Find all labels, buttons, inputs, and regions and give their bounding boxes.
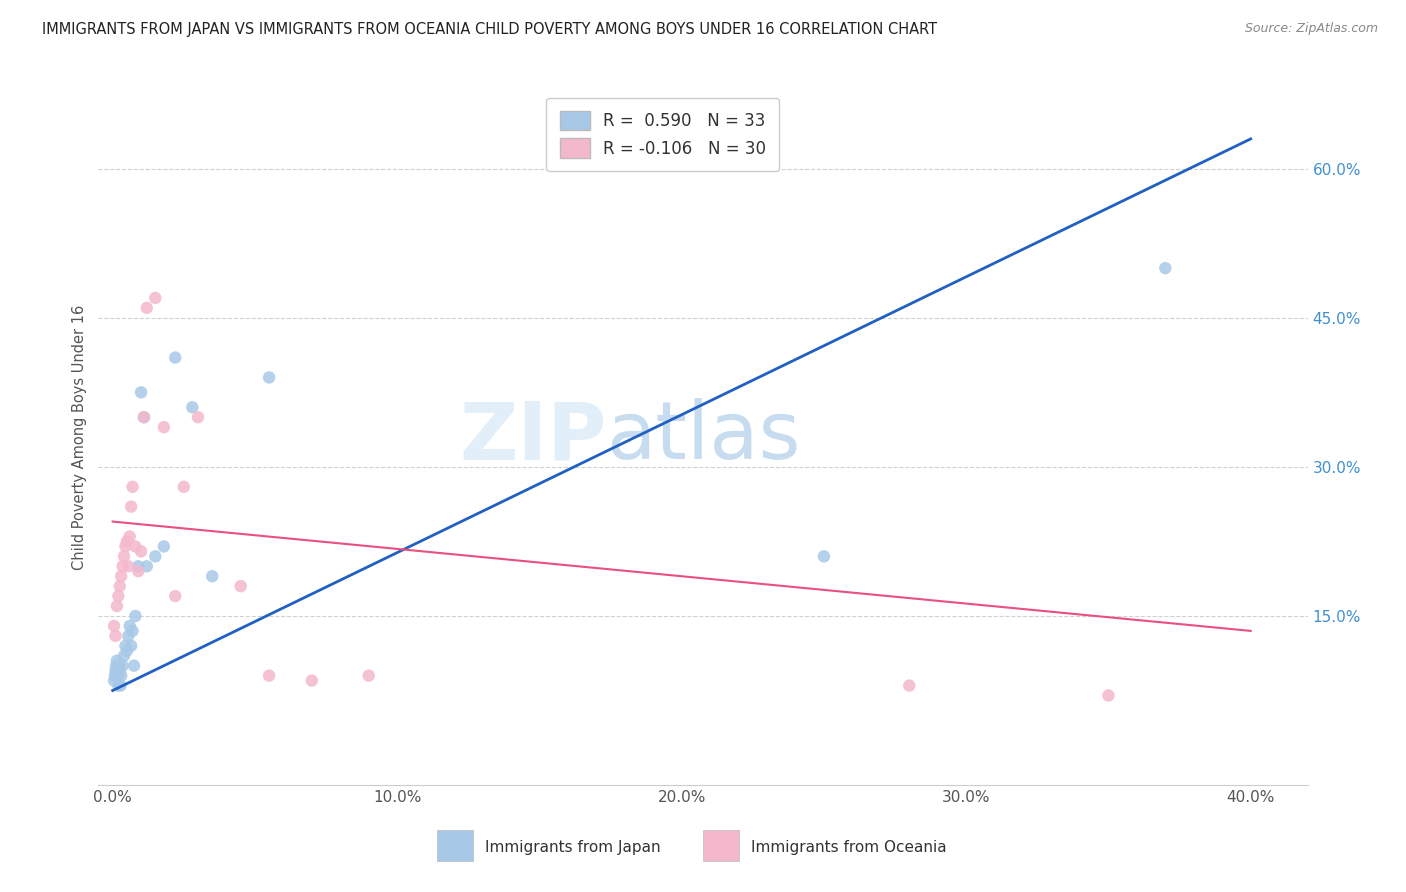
Text: Immigrants from Oceania: Immigrants from Oceania <box>751 840 948 855</box>
Bar <box>437 830 474 862</box>
Point <box>165 589 187 603</box>
Point <box>143 549 166 564</box>
Text: ZIP: ZIP <box>458 398 606 476</box>
Point <box>135 559 157 574</box>
Point <box>143 291 166 305</box>
Text: IMMIGRANTS FROM JAPAN VS IMMIGRANTS FROM OCEANIA CHILD POVERTY AMONG BOYS UNDER : IMMIGRANTS FROM JAPAN VS IMMIGRANTS FROM… <box>42 22 938 37</box>
Point <box>107 679 129 693</box>
Point <box>120 500 142 514</box>
Point <box>115 534 138 549</box>
Point <box>111 658 134 673</box>
Point <box>122 658 145 673</box>
Point <box>257 668 280 682</box>
Point <box>257 370 280 384</box>
Point <box>124 540 146 554</box>
Point <box>127 559 149 574</box>
Point <box>118 619 141 633</box>
Point <box>898 679 921 693</box>
Point <box>105 654 128 668</box>
Point <box>112 648 135 663</box>
Text: Source: ZipAtlas.com: Source: ZipAtlas.com <box>1244 22 1378 36</box>
Text: Immigrants from Japan: Immigrants from Japan <box>485 840 661 855</box>
Point <box>165 351 187 365</box>
Point <box>1154 261 1177 276</box>
Point <box>107 589 129 603</box>
Point <box>104 629 127 643</box>
Point <box>105 599 128 613</box>
Point <box>108 664 131 678</box>
Point <box>117 559 139 574</box>
Point <box>129 385 152 400</box>
Point <box>115 644 138 658</box>
Y-axis label: Child Poverty Among Boys Under 16: Child Poverty Among Boys Under 16 <box>72 304 87 570</box>
Legend: R =  0.590   N = 33, R = -0.106   N = 30: R = 0.590 N = 33, R = -0.106 N = 30 <box>547 97 779 171</box>
Point <box>153 540 176 554</box>
Point <box>121 480 143 494</box>
Point <box>124 609 146 624</box>
Point <box>103 619 125 633</box>
Point <box>121 624 143 638</box>
Point <box>114 639 136 653</box>
Point <box>127 564 149 578</box>
Text: atlas: atlas <box>606 398 800 476</box>
Point <box>114 540 136 554</box>
Point <box>357 668 380 682</box>
Point <box>104 664 127 678</box>
Point <box>110 668 132 682</box>
Bar <box>703 830 740 862</box>
Point <box>1097 689 1119 703</box>
Point <box>173 480 195 494</box>
Point <box>110 679 132 693</box>
Point <box>120 639 142 653</box>
Point <box>108 579 131 593</box>
Point <box>187 410 209 425</box>
Point <box>135 301 157 315</box>
Point <box>229 579 252 593</box>
Point <box>153 420 176 434</box>
Point <box>132 410 155 425</box>
Point <box>301 673 323 688</box>
Point <box>181 401 204 415</box>
Point <box>108 658 131 673</box>
Point <box>110 569 132 583</box>
Point <box>118 529 141 543</box>
Point <box>117 629 139 643</box>
Point <box>813 549 835 564</box>
Point <box>112 549 135 564</box>
Point <box>107 668 129 682</box>
Point <box>201 569 224 583</box>
Point <box>105 658 128 673</box>
Point <box>129 544 152 558</box>
Point <box>104 668 127 682</box>
Point <box>111 559 134 574</box>
Point <box>103 673 125 688</box>
Point <box>132 410 155 425</box>
